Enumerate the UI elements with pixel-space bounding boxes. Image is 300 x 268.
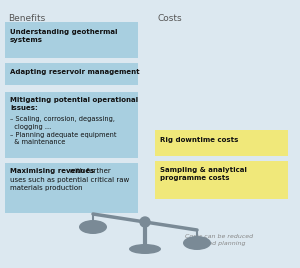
- Text: – Scaling, corrosion, degassing,
  clogging ...
– Planning adequate equipment
  : – Scaling, corrosion, degassing, cloggin…: [10, 116, 116, 145]
- FancyBboxPatch shape: [5, 163, 138, 213]
- Text: Understanding geothermal
systems: Understanding geothermal systems: [10, 29, 118, 43]
- Text: Adapting reservoir management: Adapting reservoir management: [10, 69, 140, 75]
- FancyBboxPatch shape: [5, 22, 138, 58]
- Text: Sampling & analytical
programme costs: Sampling & analytical programme costs: [160, 167, 247, 181]
- Circle shape: [140, 217, 150, 227]
- FancyBboxPatch shape: [5, 92, 138, 158]
- Text: Costs: Costs: [158, 14, 183, 23]
- Text: Maximising revenues: Maximising revenues: [10, 168, 95, 174]
- Text: Rig downtime costs: Rig downtime costs: [160, 137, 238, 143]
- FancyBboxPatch shape: [5, 63, 138, 85]
- Ellipse shape: [129, 244, 161, 254]
- Text: uses such as potential critical raw
materials production: uses such as potential critical raw mate…: [10, 177, 129, 191]
- Ellipse shape: [183, 236, 211, 250]
- Ellipse shape: [79, 220, 107, 234]
- Text: Costs can be reduced
with good planning: Costs can be reduced with good planning: [185, 234, 253, 245]
- Text: with further: with further: [67, 168, 111, 174]
- FancyBboxPatch shape: [155, 130, 288, 156]
- Text: Mitigating potential operational
issues:: Mitigating potential operational issues:: [10, 97, 138, 111]
- Text: Benefits: Benefits: [8, 14, 45, 23]
- FancyBboxPatch shape: [155, 161, 288, 199]
